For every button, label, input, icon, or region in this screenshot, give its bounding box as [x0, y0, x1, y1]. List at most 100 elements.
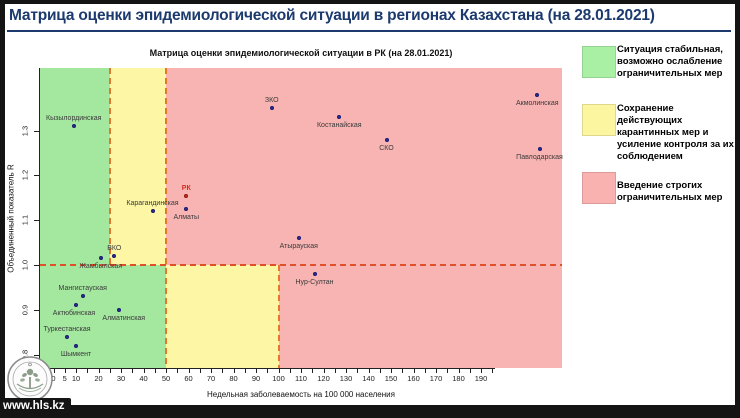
x-tick-mark: [481, 369, 482, 373]
zone-yellow-lower: [166, 265, 279, 368]
point-label: Алматинская: [102, 314, 146, 322]
x-tick-mark: [346, 369, 347, 373]
point-dot: [384, 137, 389, 142]
point-dot: [116, 307, 121, 312]
zone-green-upper: [40, 68, 110, 265]
x-tick-label: 0: [51, 374, 56, 383]
x-tick-label: 170: [429, 374, 443, 383]
x-tick-mark: [53, 369, 55, 373]
legend-label: Введение строгих ограничительных мер: [617, 180, 723, 203]
point-label: ЗКО: [264, 97, 279, 105]
x-tick-mark: [267, 369, 269, 373]
x-axis-title: Недельная заболеваемость на 100 000 насе…: [207, 390, 395, 399]
y-axis-line: [39, 68, 40, 369]
x-tick-mark: [222, 369, 224, 373]
threshold-line-x100-lower: [277, 265, 280, 368]
zone-red-upper: [166, 68, 562, 265]
x-tick-mark: [109, 369, 111, 373]
x-tick-mark: [402, 369, 404, 373]
y-tick-mark: [34, 265, 39, 266]
x-tick-mark: [458, 369, 460, 373]
point-dot: [150, 209, 155, 214]
plot-area: Кызылординская ЗКО Костанайская СКО Акмолинс…: [40, 68, 563, 368]
point-label: Алматы: [173, 214, 200, 222]
x-tick-mark: [424, 369, 426, 373]
zone-green-lower: [40, 265, 166, 368]
point-label: Шымкент: [60, 350, 92, 358]
x-tick-mark: [413, 369, 415, 373]
x-tick-mark: [379, 369, 381, 373]
point-label: Акмолинская: [515, 99, 559, 107]
threshold-line-x50: [165, 68, 167, 368]
x-tick-mark: [233, 369, 235, 373]
legend-swatch: [582, 104, 616, 136]
x-tick-mark: [289, 369, 291, 373]
x-tick-mark: [391, 369, 392, 373]
x-tick-mark: [469, 369, 471, 373]
point-dot: [537, 146, 542, 151]
point-label: Кызылординская: [46, 115, 102, 123]
x-tick-label: 160: [407, 374, 420, 383]
zone-yellow-upper: [109, 68, 166, 265]
x-tick-label: 60: [184, 374, 193, 383]
x-tick-label: 150: [384, 374, 398, 383]
x-tick-mark: [199, 369, 201, 373]
x-tick-mark: [166, 369, 167, 373]
point-dot: [535, 92, 540, 97]
x-tick-mark: [177, 369, 179, 373]
y-tick-mark: [34, 354, 39, 356]
y-tick-mark: [34, 130, 39, 132]
x-tick-label: 10: [71, 374, 81, 383]
x-tick-mark: [64, 369, 66, 373]
y-axis-title-wrap: Объединенный показатель R: [4, 68, 18, 368]
x-tick-mark: [436, 369, 437, 373]
legend-swatch: [582, 46, 616, 78]
x-tick-mark: [98, 369, 100, 373]
watermark-url: www.hls.kz: [0, 398, 71, 414]
x-tick-mark: [492, 369, 494, 373]
x-tick-mark: [278, 369, 280, 373]
chart-title: Матрица оценки эпидемиологической ситуац…: [149, 48, 453, 58]
point-dot: [296, 236, 301, 241]
x-tick-label: 90: [251, 374, 261, 383]
y-tick-label: 1.3: [20, 125, 30, 136]
x-tick-label: 140: [362, 374, 375, 383]
threshold-line-r1: [40, 264, 562, 266]
point-dot: [312, 271, 317, 276]
x-tick-mark: [188, 369, 190, 373]
y-tick-mark: [34, 220, 39, 222]
x-tick-mark: [211, 369, 212, 373]
point-label: СКО: [379, 144, 394, 152]
x-tick-label: 70: [206, 374, 216, 383]
threshold-line-x25-upper: [108, 68, 111, 265]
x-tick-mark: [132, 369, 134, 373]
x-tick-mark: [301, 369, 302, 373]
x-tick-mark: [244, 369, 246, 373]
y-tick-label: 1.2: [20, 170, 30, 181]
x-tick-label: 180: [452, 374, 465, 383]
x-tick-label: 5: [62, 374, 67, 383]
x-tick-mark: [154, 369, 156, 373]
point-label: Атырауская: [279, 243, 318, 251]
x-tick-label: 20: [94, 374, 103, 383]
x-tick-label: 190: [474, 374, 488, 383]
x-tick-label: 100: [272, 374, 285, 383]
x-tick-label: 120: [317, 374, 330, 383]
title-underline: [7, 30, 731, 32]
x-tick-mark: [357, 369, 359, 373]
legend: Ситуация стабильная, возможно ослабление…: [577, 40, 735, 240]
point-dot: [269, 106, 274, 111]
x-tick-label: 50: [161, 374, 171, 383]
y-axis-title: Объединенный показатель R: [6, 163, 16, 273]
point-dot: [74, 343, 78, 348]
point-label: Карагандинская: [126, 200, 179, 208]
point-label: Нур-Султан: [295, 278, 334, 286]
point-label: Костанайская: [316, 122, 362, 130]
x-tick-mark: [368, 369, 370, 373]
point-label: Мангистауская: [58, 285, 107, 293]
legend-swatch: [582, 172, 616, 204]
point-dot: [184, 207, 189, 212]
point-dot: [337, 115, 342, 120]
x-tick-label: 110: [295, 374, 307, 383]
point-dot: [80, 294, 85, 299]
